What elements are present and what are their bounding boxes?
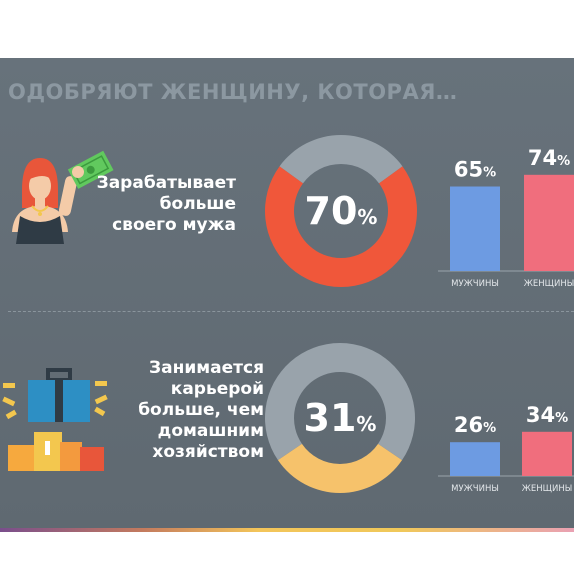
bar-men [450,442,500,476]
bar-men [450,186,500,271]
donut-track-slice [279,135,403,184]
donut-center-label: 70% [305,189,378,233]
donut-value-slice [265,166,417,287]
bar-value-label: 26% [454,413,496,437]
bar-chart-1: 65% МУЖЧИНЫ 74% ЖЕНЩИНЫ [438,146,574,289]
donut-chart-1: 70% [265,135,417,287]
section1-label: Зарабатывает больше своего мужа [97,173,236,236]
bar-category-label: МУЖЧИНЫ [451,279,499,289]
section2-label-line: Занимается [149,358,264,378]
section2-label-line: карьерой [170,379,264,399]
section1-label-line: больше [159,194,236,214]
section2-label-line: больше, чем [138,400,264,420]
bar-value-label: 74% [528,146,570,170]
page-title: ОДОБРЯЮТ ЖЕНЩИНУ, КОТОРАЯ… [8,80,458,104]
donut-value-slice [277,443,403,493]
section-divider [8,311,574,312]
section2-label: Занимается карьерой больше, чем домашним… [138,358,264,463]
bar-category-label: ЖЕНЩИНЫ [522,484,572,494]
bottom-color-stripe [0,528,574,532]
section1-label-line: своего мужа [112,215,236,235]
donut-track-slice [265,343,416,461]
donut-center-label: 31% [304,396,377,440]
bar-women [524,174,574,271]
section2-label-line: домашним [157,421,264,441]
bar-value-label: 34% [526,403,568,427]
bar-chart-2: 26% МУЖЧИНЫ 34% ЖЕНЩИНЫ [438,403,574,494]
section2-label-line: хозяйством [152,442,264,462]
bar-women [522,431,572,476]
section1-label-line: Зарабатывает [96,173,236,193]
bar-category-label: ЖЕНЩИНЫ [524,279,574,289]
bar-value-label: 65% [454,158,496,182]
bar-category-label: МУЖЧИНЫ [451,484,499,494]
donut-chart-2: 31% [265,343,416,493]
